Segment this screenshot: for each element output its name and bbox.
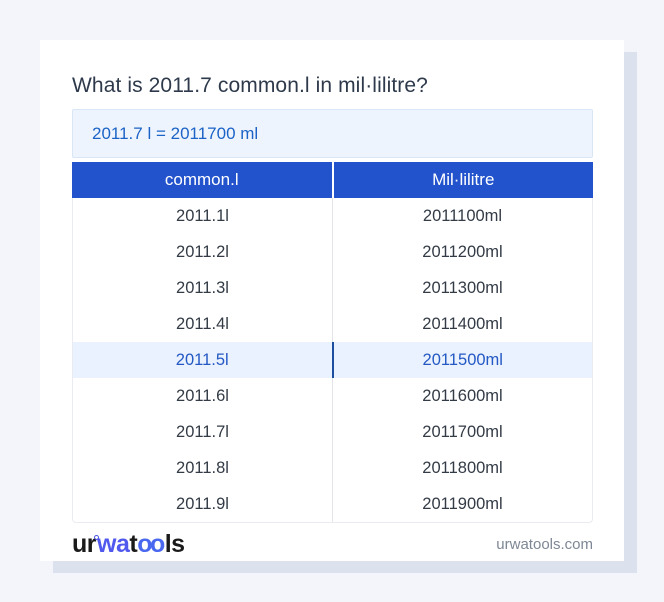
cell-liters: 2011.1l bbox=[73, 198, 333, 234]
cell-milliliters: 2011300ml bbox=[422, 278, 503, 297]
table-row[interactable]: 2011.9l 2011900ml bbox=[73, 486, 592, 522]
cell-liters: 2011.5l bbox=[73, 342, 334, 378]
table-row[interactable]: 2011.1l 2011100ml bbox=[73, 198, 592, 234]
footer-domain: urwatools.com bbox=[496, 536, 593, 553]
cell-milliliters: 2011600ml bbox=[422, 386, 503, 405]
cell-milliliters: 2011400ml bbox=[422, 314, 503, 333]
header-cell-millilitre: Mil·lilitre bbox=[432, 170, 495, 189]
cell-milliliters: 2011800ml bbox=[422, 458, 503, 477]
page-title: What is 2011.7 common.l in mil·lilitre? bbox=[72, 74, 428, 97]
logo-text-ls: ls bbox=[164, 530, 185, 558]
cell-milliliters: 2011900ml bbox=[422, 494, 503, 513]
cell-liters: 2011.2l bbox=[73, 234, 333, 270]
cell-liters: 2011.7l bbox=[73, 414, 333, 450]
cell-liters: 2011.4l bbox=[73, 306, 333, 342]
cell-milliliters: 2011500ml bbox=[422, 350, 503, 369]
table-row[interactable]: 2011.7l 2011700ml bbox=[73, 414, 592, 450]
table-row[interactable]: 2011.6l 2011600ml bbox=[73, 378, 592, 414]
logo-ring-icon bbox=[94, 535, 99, 540]
cell-liters: 2011.6l bbox=[73, 378, 333, 414]
logo-text-wa: wa bbox=[97, 530, 130, 558]
table-row[interactable]: 2011.3l 2011300ml bbox=[73, 270, 592, 306]
table-row-highlighted[interactable]: 2011.5l 2011500ml bbox=[73, 342, 592, 378]
logo-text-ur: ur bbox=[72, 530, 97, 558]
table-row[interactable]: 2011.4l 2011400ml bbox=[73, 306, 592, 342]
cell-liters: 2011.8l bbox=[73, 450, 333, 486]
conversion-card: What is 2011.7 common.l in mil·lilitre? … bbox=[40, 40, 624, 561]
header-cell-common-l: common.l bbox=[72, 162, 334, 198]
table-body: 2011.1l 2011100ml 2011.2l 2011200ml 2011… bbox=[72, 198, 593, 523]
table-header-row: common.l Mil·lilitre bbox=[72, 162, 593, 198]
urwatools-logo[interactable]: urwatools bbox=[72, 530, 185, 559]
cell-milliliters: 2011100ml bbox=[422, 206, 503, 225]
footer: urwatools urwatools.com bbox=[72, 523, 593, 566]
table-row[interactable]: 2011.8l 2011800ml bbox=[73, 450, 592, 486]
answer-box: 2011.7 l = 2011700 ml bbox=[72, 109, 593, 158]
cell-liters: 2011.9l bbox=[73, 486, 333, 522]
cell-milliliters: 2011200ml bbox=[422, 242, 503, 261]
conversion-table: common.l Mil·lilitre 2011.1l 2011100ml 2… bbox=[72, 162, 593, 523]
cell-milliliters: 2011700ml bbox=[422, 422, 503, 441]
table-row[interactable]: 2011.2l 2011200ml bbox=[73, 234, 592, 270]
answer-text: 2011.7 l = 2011700 ml bbox=[92, 123, 259, 143]
logo-text-t: t bbox=[129, 530, 138, 558]
cell-liters: 2011.3l bbox=[73, 270, 333, 306]
logo-text-oo: oo bbox=[137, 530, 165, 558]
